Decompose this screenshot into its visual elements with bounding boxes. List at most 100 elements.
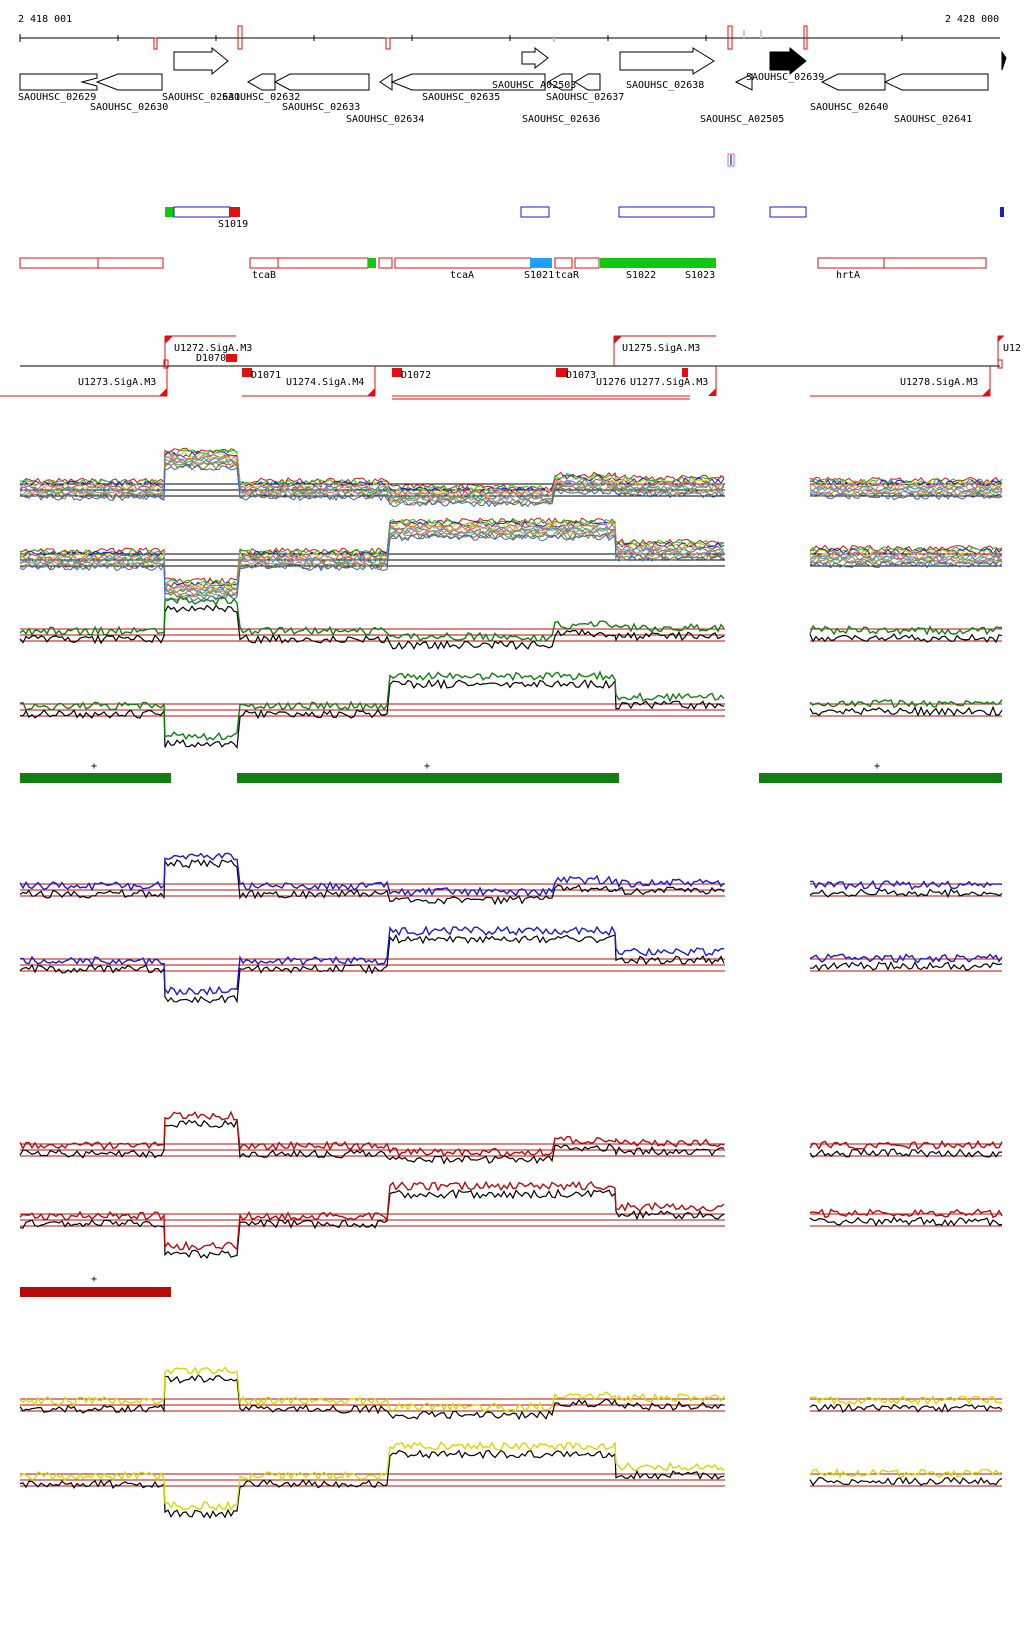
coord-start: 2 418 001: [18, 14, 72, 25]
gene-arrow-A02505[interactable]: [734, 73, 753, 91]
gene-labels: SAOUHSC_02629 SAOUHSC_02630 SAOUHSC_0263…: [18, 72, 972, 125]
profile-line: [809, 624, 1002, 636]
gene-arrow-02629[interactable]: [19, 73, 98, 91]
profile-line: [19, 1374, 725, 1421]
profile-line: [19, 1180, 725, 1252]
gene-arrow-02631[interactable]: [173, 46, 229, 76]
boundary-label: D1070: [196, 353, 226, 364]
profile-line: [19, 1110, 725, 1158]
gene-arrow-02636[interactable]: [546, 73, 573, 91]
gene-arrow-02635[interactable]: [390, 73, 546, 91]
profile-line: [809, 699, 1003, 709]
profile-line: [19, 1449, 725, 1520]
profile-line: [19, 526, 725, 594]
feature-label: S1019: [218, 219, 248, 230]
profile-line: [809, 960, 1003, 972]
feature-label: S1021: [524, 270, 554, 281]
gene-arrow-02637[interactable]: [574, 73, 601, 91]
profile-line: [19, 452, 725, 496]
gene-track: [19, 46, 1007, 91]
gene-arrow-02634[interactable]: [379, 73, 393, 91]
profile-line: [809, 953, 1003, 964]
promoter-label: U1273.SigA.M3: [78, 377, 156, 388]
promoter-label: U1278.SigA.M3: [900, 377, 978, 388]
profile-line: [809, 1216, 1003, 1227]
profile-line: [809, 1395, 1003, 1406]
gene-label: SAOUHSC_02638: [626, 80, 704, 91]
profile-line: [19, 464, 725, 508]
profile-line: [809, 705, 1003, 717]
red-bars: +: [20, 1274, 171, 1297]
feature-label: S1023: [685, 270, 715, 281]
gene-arrow-02641[interactable]: [883, 73, 989, 91]
gene-label: SAOUHSC_A02505: [700, 114, 784, 125]
profile-line: [809, 1402, 1003, 1414]
profile-line: [809, 633, 1003, 644]
strand-mark: +: [91, 761, 97, 772]
profile-line: [19, 450, 725, 494]
profile-line: [809, 1476, 1003, 1486]
gene-label: SAOUHSC_02635: [422, 92, 500, 103]
profile-line: [19, 604, 725, 651]
boundary-label: D1073: [566, 370, 596, 381]
gene-label: SAOUHSC_02634: [346, 114, 424, 125]
feature-label: tcaA: [450, 270, 474, 281]
profile-line: [19, 1119, 725, 1165]
profile-line: [19, 527, 725, 595]
ruler: 2 418 001 2 428 000: [18, 14, 1000, 50]
expression-panels: [19, 447, 1003, 1520]
profile-line: [19, 1188, 725, 1260]
gene-arrow-02640[interactable]: [820, 73, 886, 91]
green-bars: + + +: [20, 761, 1002, 783]
profile-line: [809, 546, 1003, 554]
gene-arrow-02639[interactable]: [769, 46, 807, 76]
gene-arrow-02633[interactable]: [273, 73, 370, 91]
boundary-label: D1072: [401, 370, 431, 381]
gene-label: SAOUHSC_02633: [282, 102, 360, 113]
profile-line: [809, 1208, 1003, 1219]
feature-label: tcaB: [252, 270, 276, 281]
profile-line: [809, 561, 1003, 569]
profile-line: [19, 454, 725, 498]
strand-mark: +: [424, 761, 430, 772]
profile-line: [809, 1148, 1003, 1158]
strand-mark: +: [874, 761, 880, 772]
boundary-label: D1071: [251, 370, 281, 381]
gene-arrow-02638[interactable]: [619, 47, 715, 75]
blue-feature-track: S1019: [165, 206, 1004, 230]
profile-line: [809, 488, 1003, 496]
promoter-label: U1274.SigA.M4: [286, 377, 364, 388]
promoter-label: U1272.SigA.M3: [174, 343, 252, 354]
promoter-label: U1276: [596, 377, 626, 388]
feature-label: hrtA: [836, 270, 860, 281]
gene-arrow-02630[interactable]: [95, 73, 163, 91]
coord-end: 2 428 000: [945, 14, 999, 25]
profile-line: [19, 670, 725, 741]
profile-line: [19, 1441, 725, 1512]
gene-label: SAOUHSC_02636: [522, 114, 600, 125]
profile-line: [19, 852, 725, 898]
gene-label: SAOUHSC_02640: [810, 102, 888, 113]
feature-label: tcaR: [555, 270, 580, 281]
profile-line: [19, 447, 725, 491]
profile-line: [19, 533, 725, 602]
profile-line: [809, 480, 1003, 489]
gene-label: SAOUHSC_02641: [894, 114, 972, 125]
profile-line: [809, 888, 1003, 899]
gene-label: SAOUHSC_02629: [18, 92, 96, 103]
gene-arrow-A02503[interactable]: [521, 46, 549, 70]
profile-line: [20, 448, 725, 493]
profile-line: [809, 478, 1003, 486]
gene-label: SAOUHSC_02630: [90, 102, 168, 113]
gene-label: SAOUHSC_02637: [546, 92, 624, 103]
red-feature-track: tcaB tcaA S1021 tcaR S1022 S1023 hrtA: [19, 257, 987, 281]
profile-line: [809, 548, 1003, 557]
profile-line: [809, 547, 1003, 555]
profile-line: [809, 493, 1003, 501]
profile-line: [19, 530, 725, 598]
gene-arrow-02632[interactable]: [246, 73, 276, 91]
promoter-label: U12: [1003, 343, 1021, 354]
small-marker: [727, 153, 735, 167]
promoter-label: U1275.SigA.M3: [622, 343, 700, 354]
